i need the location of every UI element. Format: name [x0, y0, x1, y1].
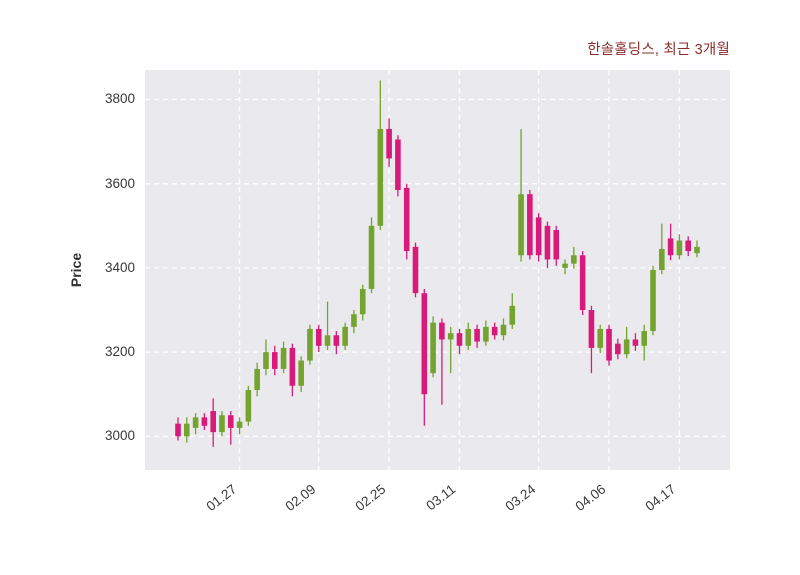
y-tick-label: 3600	[104, 175, 135, 191]
candle	[280, 341, 287, 374]
candle	[386, 118, 392, 167]
candle	[456, 328, 463, 355]
candle	[421, 288, 428, 426]
candle	[544, 221, 551, 268]
candle	[615, 338, 621, 360]
candle	[315, 324, 322, 353]
candle	[183, 417, 190, 443]
candle	[439, 318, 445, 405]
candle	[641, 324, 648, 361]
candle	[289, 343, 296, 397]
candle	[395, 135, 401, 197]
candle	[368, 217, 375, 294]
x-tick-label: 01.27	[203, 481, 239, 515]
candle	[685, 236, 692, 257]
candle	[333, 331, 340, 355]
candle	[447, 326, 454, 374]
candle	[597, 324, 604, 353]
candle	[474, 324, 480, 348]
candle	[377, 80, 384, 230]
candle	[632, 333, 639, 351]
candle	[227, 411, 234, 445]
candle	[175, 417, 181, 441]
candle	[351, 310, 357, 334]
candle	[579, 251, 586, 316]
candle	[562, 259, 568, 275]
candle	[491, 322, 498, 340]
y-tick-label: 3800	[104, 91, 135, 107]
candle	[236, 417, 243, 435]
candle	[659, 223, 665, 275]
candle	[359, 284, 366, 321]
candle	[403, 183, 410, 260]
candle	[465, 322, 472, 350]
candle	[201, 413, 208, 430]
x-tick-label: 02.25	[352, 481, 389, 515]
x-tick-label: 03.11	[423, 481, 459, 514]
candle	[271, 345, 278, 376]
candle	[694, 240, 700, 258]
candle	[667, 223, 674, 261]
candle	[527, 190, 533, 260]
x-tick-label: 04.17	[642, 481, 679, 515]
candle	[254, 362, 260, 397]
candle	[210, 398, 216, 447]
candle	[263, 339, 269, 376]
candle	[571, 246, 577, 269]
candle	[324, 301, 331, 350]
candle	[606, 324, 612, 366]
candle	[623, 326, 630, 359]
x-tick-label: 02.09	[282, 481, 319, 515]
y-tick-label: 3000	[104, 428, 135, 444]
candle	[342, 322, 348, 350]
candle	[509, 293, 516, 329]
candle	[483, 320, 489, 346]
candle	[518, 128, 524, 262]
candle	[307, 324, 313, 365]
candle	[535, 213, 542, 262]
y-tick-label: 3200	[104, 344, 135, 360]
candle	[192, 413, 199, 435]
x-tick-label: 04.06	[572, 481, 609, 515]
y-tick-label: 3400	[104, 259, 135, 275]
candle	[430, 316, 436, 378]
candle	[412, 242, 419, 298]
chart-title: 한솔홀딩스, 최근 3개월	[587, 42, 730, 58]
plot-area	[145, 70, 730, 470]
candle	[553, 225, 560, 266]
candle	[650, 265, 656, 336]
candle	[676, 234, 683, 260]
candle	[588, 305, 595, 374]
candle	[219, 411, 225, 437]
candle	[245, 385, 252, 426]
candle	[298, 356, 304, 393]
x-tick-label: 03.24	[502, 481, 539, 515]
candle	[500, 318, 507, 341]
candles-svg	[145, 70, 730, 470]
